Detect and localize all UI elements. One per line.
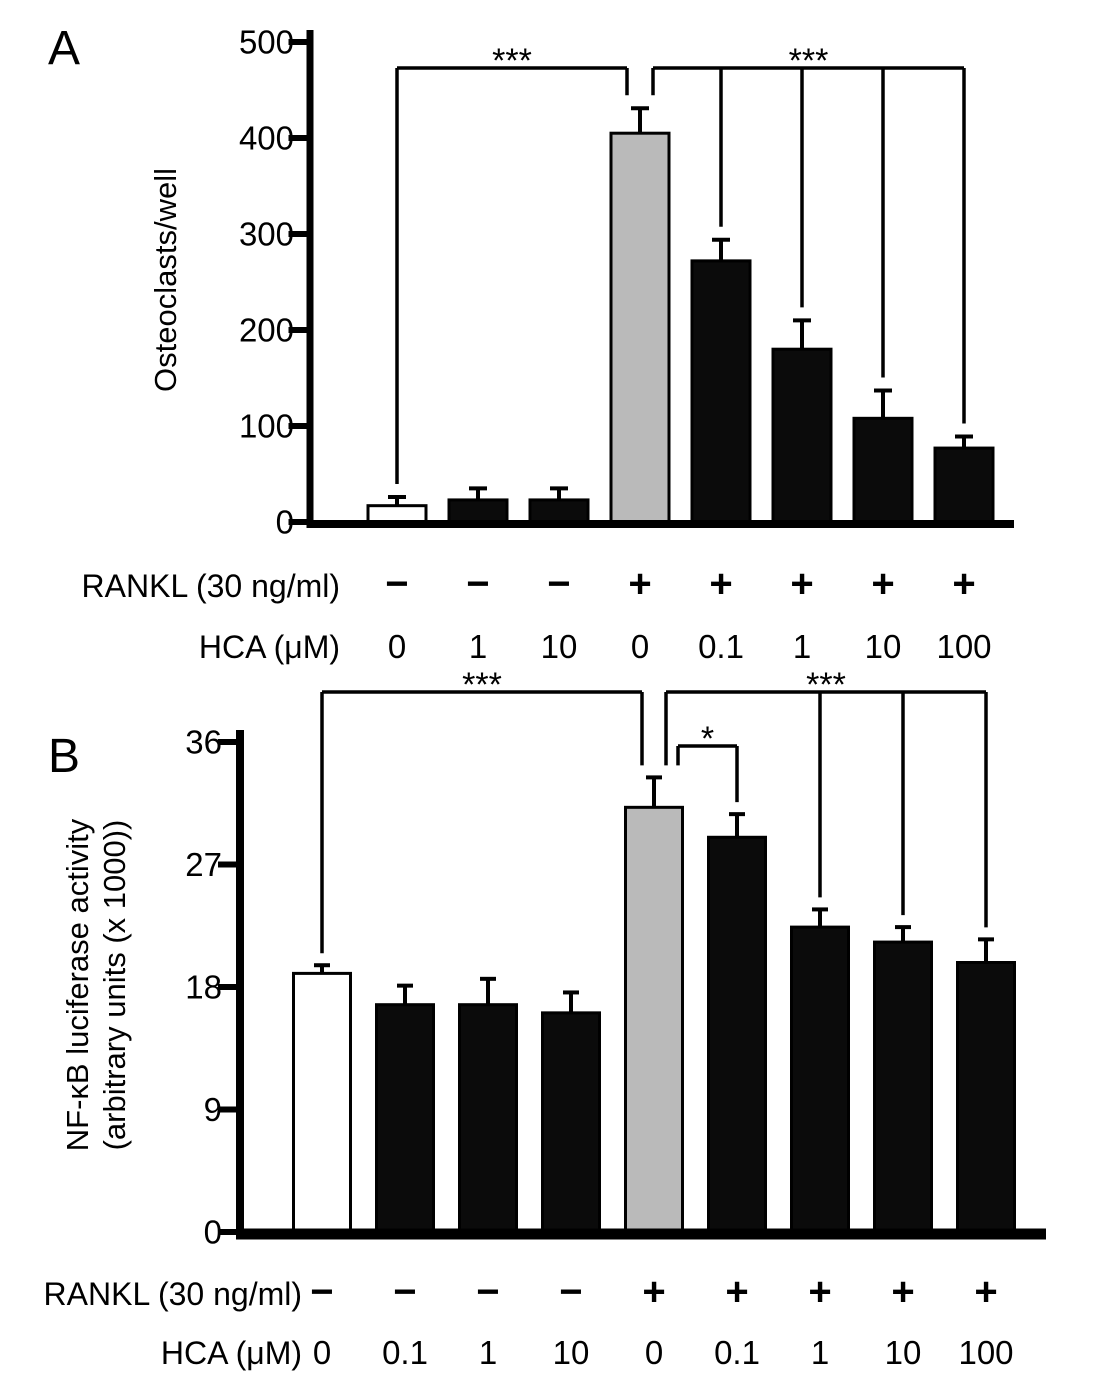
panel-a-x-row-0-value-5: + — [790, 562, 813, 606]
panel-a-x-row-1-value-4: 0.1 — [698, 628, 744, 665]
panel-a-x-row-1-value-1: 1 — [469, 628, 487, 665]
panel-a-bar-5 — [771, 347, 833, 526]
panel-a-significance-stars-1: *** — [789, 42, 829, 80]
panel-b-x-row-1-value-7: 10 — [885, 1334, 922, 1371]
panel-b-bar-8 — [956, 961, 1016, 1236]
panel-a-x-row-0-value-0: − — [385, 562, 408, 606]
panel-b-label: B — [48, 730, 80, 783]
panel-b-x-row-0-value-8: + — [974, 1270, 997, 1314]
panel-a-x-row-1-value-2: 10 — [541, 628, 578, 665]
panel-a-label: A — [48, 22, 80, 75]
panel-b-x-row-0-label: RANKL (30 ng/ml) — [44, 1276, 302, 1312]
panel-a-x-row-0-value-4: + — [709, 562, 732, 606]
panel-a-x-row-1-value-6: 10 — [865, 628, 902, 665]
panel-a-y-tick-label: 100 — [239, 408, 294, 445]
panel-a-y-tick-label: 500 — [239, 24, 294, 61]
panel-b-x-row-1-value-4: 0 — [645, 1334, 663, 1371]
panel-a-bar-6 — [852, 416, 914, 526]
panel-b-significance-stars-1: * — [701, 720, 714, 758]
panel-b-x-row-1-value-5: 0.1 — [714, 1334, 760, 1371]
panel-b-bar-2 — [458, 1003, 518, 1236]
panel-b-x-row-0-value-3: − — [559, 1270, 582, 1314]
panel-a-bar-4 — [690, 259, 752, 526]
panel-a-bar-3 — [609, 131, 671, 526]
panel-b-y-tick-label: 0 — [204, 1214, 222, 1251]
panel-b-x-row-0-value-2: − — [476, 1270, 499, 1314]
panel-b-bar-4 — [624, 805, 684, 1236]
panel-b-x-row-1-label: HCA (μM) — [161, 1335, 302, 1371]
panel-a-x-row-1-value-5: 1 — [793, 628, 811, 665]
panel-a-x-row-0-value-7: + — [952, 562, 975, 606]
panel-b-x-row-0-value-4: + — [642, 1270, 665, 1314]
panel-b-bar-1 — [375, 1003, 435, 1236]
panel-b-x-row-1-value-3: 10 — [553, 1334, 590, 1371]
panel-a-bar-2 — [528, 498, 590, 526]
panel-b-bar-5 — [707, 835, 767, 1236]
panel-a-y-tick-label: 300 — [239, 216, 294, 253]
panel-a-x-row-0-value-2: − — [547, 562, 570, 606]
panel-b-significance-stars-2: *** — [806, 666, 846, 704]
panel-b-y-tick-label: 27 — [185, 846, 222, 883]
panel-b-bar-6 — [790, 925, 850, 1236]
panel-a-x-row-1-value-3: 0 — [631, 628, 649, 665]
panel-a-x-row-1-value-0: 0 — [388, 628, 406, 665]
panel-b-significance-stars-0: *** — [462, 666, 502, 704]
panel-b-x-row-0-value-5: + — [725, 1270, 748, 1314]
panel-b-y-tick-label: 36 — [185, 724, 222, 761]
panel-b-x-row-0-value-1: − — [393, 1270, 416, 1314]
panel-a-x-row-0-value-3: + — [628, 562, 651, 606]
panel-b-x-row-1-value-0: 0 — [313, 1334, 331, 1371]
panel-b-y-axis-title: (arbitrary units (x 1000)) — [97, 820, 132, 1151]
panel-b-y-tick-label: 9 — [204, 1091, 222, 1128]
panel-a-y-tick-label: 200 — [239, 312, 294, 349]
panel-b-bar-0 — [292, 971, 352, 1236]
panel-b-x-row-0-value-0: − — [310, 1270, 333, 1314]
panel-b-y-tick-label: 18 — [185, 969, 222, 1006]
panel-b-bar-3 — [541, 1011, 601, 1236]
panel-b-x-row-1-value-6: 1 — [811, 1334, 829, 1371]
panel-b-x-row-1-value-1: 0.1 — [382, 1334, 428, 1371]
panel-a-x-row-0-value-6: + — [871, 562, 894, 606]
panel-a-significance-stars-0: *** — [492, 42, 532, 80]
panel-b-x-row-0-value-7: + — [891, 1270, 914, 1314]
panel-b-bar-7 — [873, 940, 933, 1236]
panel-a-x-row-1-value-7: 100 — [936, 628, 991, 665]
panel-a-x-row-0-label: RANKL (30 ng/ml) — [82, 568, 340, 604]
panel-b-y-axis-title: NF-κB luciferase activity — [60, 818, 95, 1151]
panel-b-x-row-1-value-2: 1 — [479, 1334, 497, 1371]
panel-b-x-row-0-value-6: + — [808, 1270, 831, 1314]
panel-a-y-axis-title: Osteoclasts/well — [148, 168, 183, 392]
panel-a-y-tick-label: 0 — [276, 504, 294, 541]
panel-a-y-tick-label: 400 — [239, 120, 294, 157]
panel-a-x-row-1-label: HCA (μM) — [199, 629, 340, 665]
panel-a-x-row-0-value-1: − — [466, 562, 489, 606]
panel-b-x-row-1-value-8: 100 — [958, 1334, 1013, 1371]
panel-a-bar-7 — [933, 446, 995, 526]
